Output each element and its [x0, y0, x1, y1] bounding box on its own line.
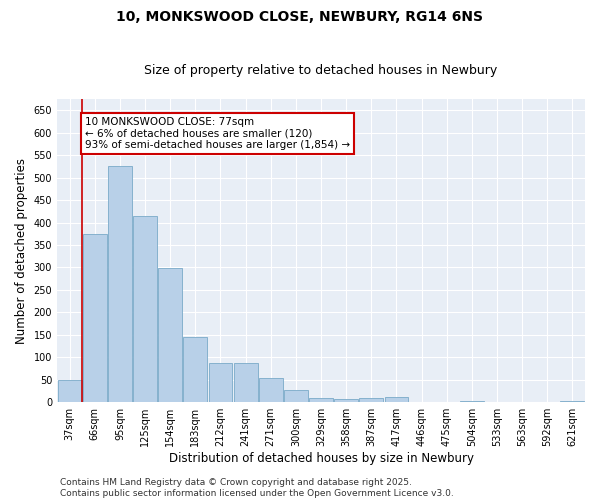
Bar [309, 398, 333, 402]
Bar [284, 390, 308, 402]
Bar [133, 216, 157, 402]
Bar [158, 268, 182, 402]
Bar [58, 380, 82, 402]
Bar [209, 362, 232, 402]
Y-axis label: Number of detached properties: Number of detached properties [15, 158, 28, 344]
Bar [184, 337, 207, 402]
Bar [359, 398, 383, 402]
Text: 10, MONKSWOOD CLOSE, NEWBURY, RG14 6NS: 10, MONKSWOOD CLOSE, NEWBURY, RG14 6NS [116, 10, 484, 24]
Title: Size of property relative to detached houses in Newbury: Size of property relative to detached ho… [145, 64, 497, 77]
Bar [385, 398, 409, 402]
X-axis label: Distribution of detached houses by size in Newbury: Distribution of detached houses by size … [169, 452, 473, 465]
Bar [259, 378, 283, 402]
Text: Contains HM Land Registry data © Crown copyright and database right 2025.
Contai: Contains HM Land Registry data © Crown c… [60, 478, 454, 498]
Bar [334, 399, 358, 402]
Text: 10 MONKSWOOD CLOSE: 77sqm
← 6% of detached houses are smaller (120)
93% of semi-: 10 MONKSWOOD CLOSE: 77sqm ← 6% of detach… [85, 117, 350, 150]
Bar [460, 401, 484, 402]
Bar [83, 234, 107, 402]
Bar [108, 166, 132, 402]
Bar [233, 362, 257, 402]
